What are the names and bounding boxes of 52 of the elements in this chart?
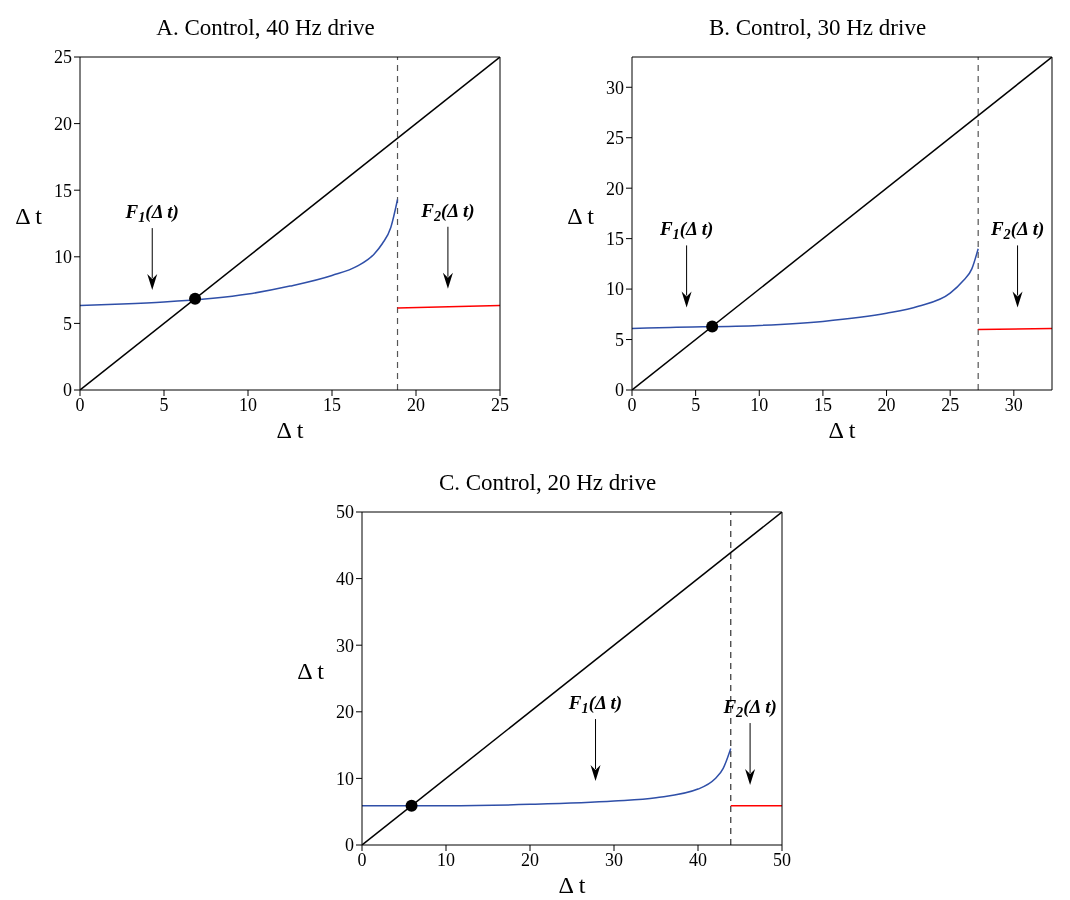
x-axis-title: Δ t xyxy=(828,417,856,443)
y-tick-label: 10 xyxy=(606,279,624,300)
annotation: F$_{1}$(Δ t) xyxy=(567,692,623,717)
line-series xyxy=(80,198,399,307)
y-tick-label: 40 xyxy=(336,568,354,589)
y-tick-label: 15 xyxy=(54,180,72,201)
y-tick-label: 0 xyxy=(345,835,354,856)
line-series xyxy=(632,247,979,330)
x-tick-label: 15 xyxy=(813,394,832,415)
x-axis-title: Δ t xyxy=(276,417,304,443)
y-tick-label: 20 xyxy=(606,178,624,199)
annotation: F$_{1}$(Δ t) xyxy=(658,218,714,243)
y-tick-label: 10 xyxy=(54,247,72,268)
annotation: F$_{2}$(Δ t) xyxy=(420,199,475,224)
x-tick-label: 5 xyxy=(159,394,169,415)
annotation: F$_{2}$(Δ t) xyxy=(989,218,1045,243)
x-tick-label: 5 xyxy=(691,394,701,415)
y-tick-label: 10 xyxy=(336,768,354,789)
annotation: F$_{1}$(Δ t) xyxy=(124,201,179,226)
x-axis-title: Δ t xyxy=(558,872,586,898)
y-axis-title: Δ t xyxy=(297,657,325,684)
y-tick-label: 20 xyxy=(336,702,354,723)
x-tick-label: 20 xyxy=(521,849,539,870)
chart-title: C. Control, 20 Hz drive xyxy=(437,469,658,497)
y-tick-label: 15 xyxy=(606,229,624,250)
chart-title: A. Control, 40 Hz drive xyxy=(155,14,376,42)
x-tick-label: 20 xyxy=(877,394,896,415)
y-tick-label: 5 xyxy=(63,313,72,334)
x-tick-label: 30 xyxy=(1004,394,1023,415)
x-tick-label: 25 xyxy=(941,394,960,415)
y-tick-label: 20 xyxy=(54,113,72,134)
x-tick-label: 10 xyxy=(239,394,257,415)
y-tick-label: 5 xyxy=(615,329,624,350)
y-tick-label: 25 xyxy=(606,128,624,149)
y-axis-title: Δ t xyxy=(567,202,595,229)
x-tick-label: 10 xyxy=(750,394,769,415)
x-tick-label: 20 xyxy=(407,394,425,415)
x-tick-label: 25 xyxy=(491,394,509,415)
chart-title: B. Control, 30 Hz drive xyxy=(707,14,928,42)
x-tick-label: 15 xyxy=(323,394,341,415)
x-tick-label: 10 xyxy=(437,849,455,870)
y-axis-title: Δ t xyxy=(15,202,43,229)
y-tick-label: 25 xyxy=(54,47,72,68)
x-tick-label: 40 xyxy=(689,849,707,870)
y-tick-label: 50 xyxy=(336,502,354,523)
x-tick-label: 50 xyxy=(773,849,791,870)
y-tick-label: 30 xyxy=(606,77,624,98)
y-tick-label: 30 xyxy=(336,635,354,656)
y-tick-label: 0 xyxy=(63,380,72,401)
x-tick-label: 0 xyxy=(357,849,367,870)
y-tick-label: 0 xyxy=(615,380,624,401)
annotation: F$_{2}$(Δ t) xyxy=(722,696,777,721)
